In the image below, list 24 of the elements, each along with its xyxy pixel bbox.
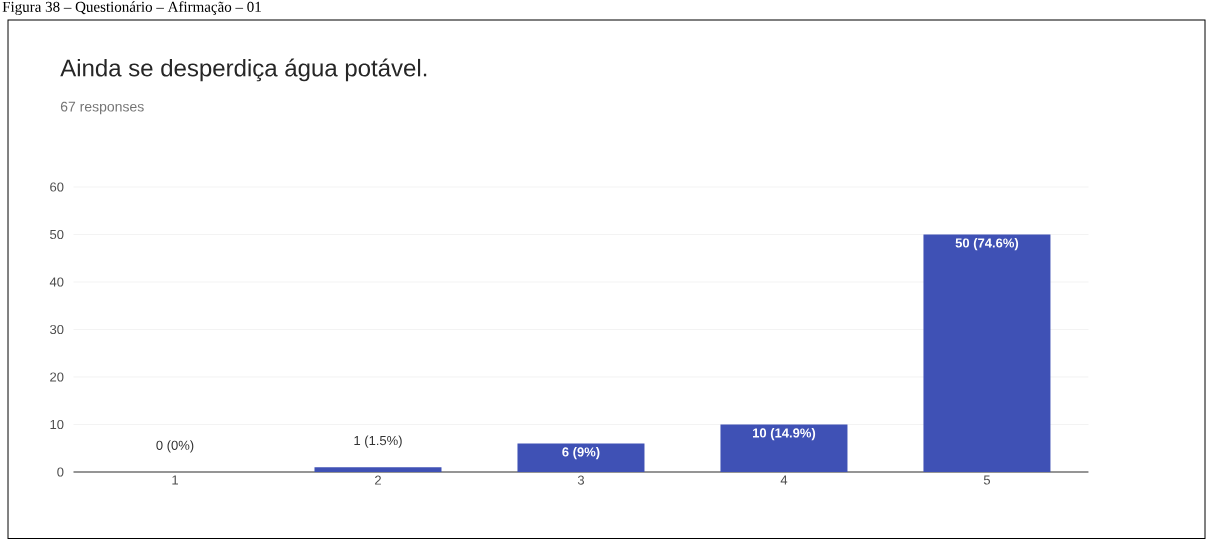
y-tick-label: 60 — [50, 182, 64, 192]
data-label: 50 (74.6%) — [955, 238, 1019, 251]
y-tick-label: 0 — [57, 467, 64, 477]
data-label: 0 (0%) — [156, 440, 194, 453]
bar — [720, 424, 848, 472]
bar — [923, 234, 1051, 472]
chart-title: Ainda se desperdiça água potável. — [60, 58, 427, 82]
bar — [517, 443, 645, 472]
chart-subtitle: 67 responses — [60, 101, 144, 115]
data-label: 10 (14.9%) — [752, 428, 816, 441]
x-tick-label: 3 — [577, 475, 585, 485]
bar — [314, 467, 442, 472]
x-tick-label: 1 — [172, 475, 178, 485]
y-tick-label: 40 — [49, 277, 64, 287]
data-label: 6 (9%) — [562, 447, 600, 460]
y-tick-label: 20 — [50, 372, 64, 382]
text: Figura 38 – Questionário – Afirmação – 01 — [2, 1, 261, 15]
y-tick-label: 30 — [50, 324, 64, 335]
data-label: 1 (1.5%) — [354, 435, 402, 448]
y-tick-label: 50 — [50, 229, 64, 240]
x-tick-label: 5 — [983, 475, 991, 485]
x-tick-label: 2 — [375, 475, 381, 485]
x-tick-label: 4 — [780, 475, 788, 485]
y-tick-label: 10 — [50, 419, 64, 430]
